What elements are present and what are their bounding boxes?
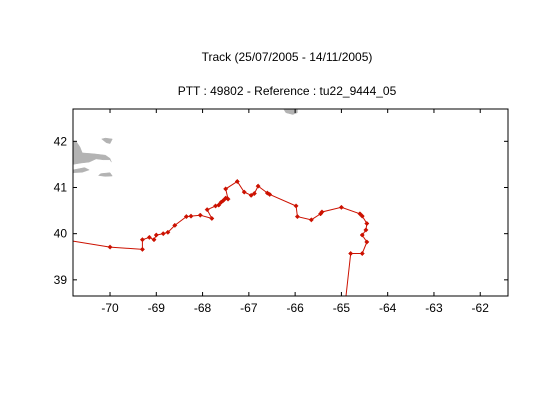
- track-point: [183, 214, 189, 220]
- track-point: [359, 232, 365, 238]
- track-point: [364, 239, 370, 245]
- track-point: [267, 191, 273, 197]
- x-tick-label: -66: [286, 301, 304, 315]
- y-tick-label: 42: [54, 134, 68, 148]
- track-point: [153, 232, 159, 238]
- track-point: [294, 214, 300, 220]
- track-point: [188, 213, 194, 219]
- track-point: [223, 186, 229, 192]
- y-tick-label: 40: [54, 227, 68, 241]
- track-point: [139, 246, 145, 252]
- x-tick-label: -70: [101, 301, 119, 315]
- track-point: [338, 204, 344, 210]
- track-point: [363, 227, 369, 233]
- track-point: [172, 222, 178, 228]
- track-point: [204, 207, 210, 213]
- plot-area: -70 -69 -68 -67 -66 -65 -64 -63 -62 39 40 41 42: [54, 108, 509, 315]
- track-point: [160, 231, 166, 237]
- track-point: [251, 190, 257, 197]
- track-point: [197, 212, 203, 218]
- land-nantucket: [97, 172, 113, 177]
- track-point: [107, 244, 113, 250]
- track-point: [364, 220, 370, 227]
- track-point: [348, 250, 354, 257]
- x-tick-label: -65: [333, 301, 351, 315]
- track-point: [359, 250, 365, 257]
- track-point: [209, 215, 215, 221]
- land-nova-scotia-edge: [283, 109, 298, 115]
- x-tick-label: -62: [472, 301, 490, 315]
- track-point: [216, 202, 222, 208]
- track-line: [73, 180, 368, 296]
- track-point: [146, 234, 152, 240]
- land-marthas-vineyard: [73, 167, 90, 173]
- axes-box: [72, 108, 509, 297]
- land-new-england-coast: [73, 141, 112, 165]
- y-tick-label: 41: [54, 180, 68, 194]
- track-point: [293, 203, 299, 209]
- track-point: [225, 196, 231, 202]
- x-tick-label: -63: [425, 301, 443, 315]
- x-tick-label: -69: [148, 301, 166, 315]
- track-point: [255, 183, 261, 189]
- x-tick-label: -68: [194, 301, 212, 315]
- track-point: [359, 213, 365, 219]
- track-point: [241, 189, 247, 195]
- y-tick-label: 39: [54, 273, 68, 287]
- figure-subtitle: PTT : 49802 - Reference : tu22_9444_05: [178, 84, 397, 98]
- figure-title: Track (25/07/2005 - 14/11/2005): [202, 50, 373, 64]
- track-point: [319, 209, 325, 215]
- track-point: [139, 237, 145, 243]
- track-point: [165, 229, 171, 235]
- x-tick-label: -64: [379, 301, 397, 315]
- x-tick-label: -67: [240, 301, 258, 315]
- track-point: [151, 237, 157, 243]
- track-point: [308, 217, 314, 223]
- track-point: [248, 192, 254, 198]
- land-cape-cod-tip: [101, 137, 113, 144]
- track-point: [234, 178, 240, 185]
- plot-contents: [73, 109, 370, 296]
